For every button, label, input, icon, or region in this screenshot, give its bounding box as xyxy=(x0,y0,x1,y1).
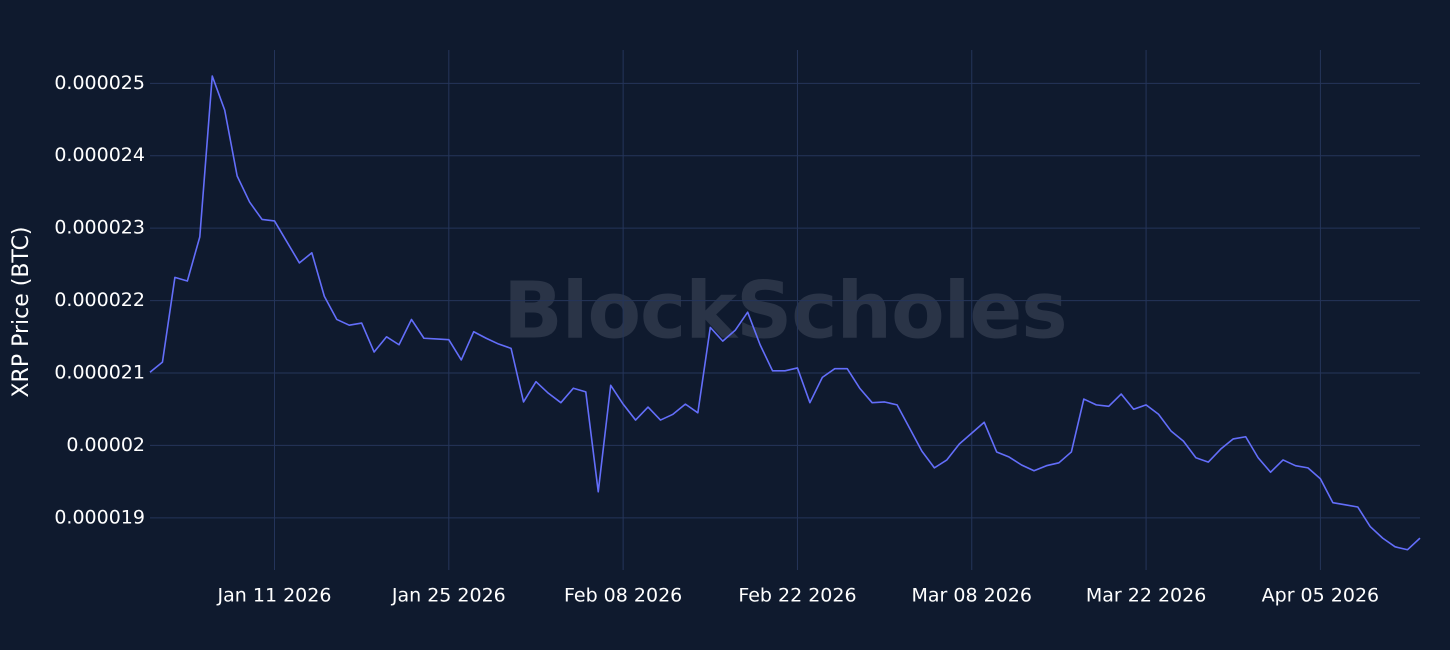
watermark: BlockScholes xyxy=(503,266,1066,356)
price-line xyxy=(149,75,1421,551)
x-tick-label: Jan 11 2026 xyxy=(217,585,332,607)
y-tick-label: 0.000024 xyxy=(54,144,145,166)
x-tick-label: Feb 22 2026 xyxy=(738,585,856,607)
y-tick-label: 0.000022 xyxy=(54,289,145,311)
y-tick-label: 0.000025 xyxy=(54,72,145,94)
y-axis-label: XRP Price (BTC) xyxy=(9,226,34,397)
x-tick-label: Feb 08 2026 xyxy=(564,585,682,607)
x-tick-label: Mar 08 2026 xyxy=(912,585,1032,607)
x-tick-label: Mar 22 2026 xyxy=(1086,585,1206,607)
y-tick-label: 0.00002 xyxy=(66,434,145,456)
y-tick-label: 0.000021 xyxy=(54,362,145,384)
y-tick-label: 0.000019 xyxy=(54,506,145,528)
x-tick-label: Jan 25 2026 xyxy=(391,585,506,607)
x-tick-label: Apr 05 2026 xyxy=(1262,585,1379,607)
y-tick-label: 0.000023 xyxy=(54,217,145,239)
